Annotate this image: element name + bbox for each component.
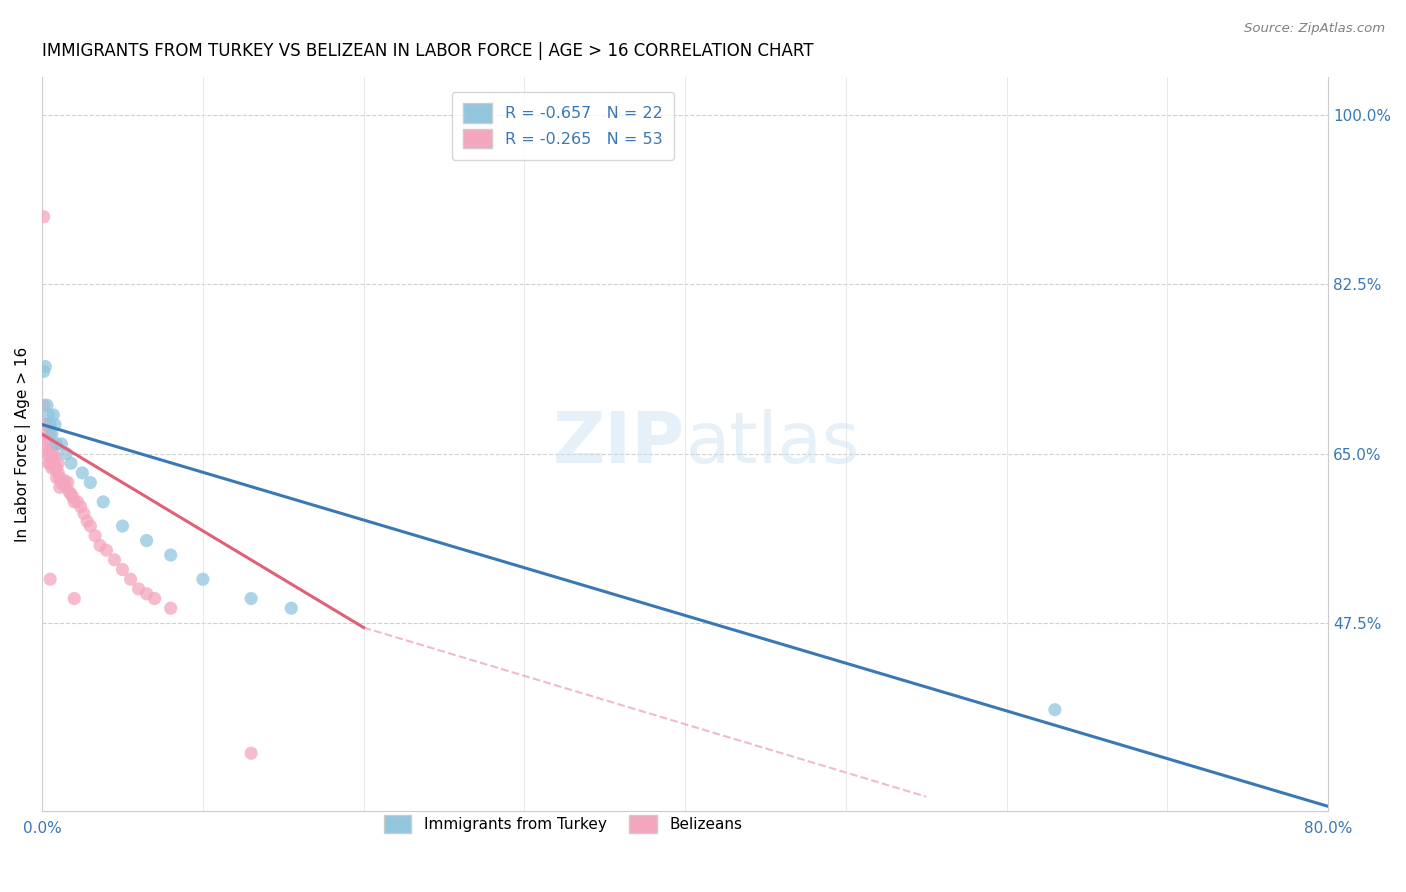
Point	[191, 572, 214, 586]
Point	[49, 480, 72, 494]
Point	[35, 417, 58, 432]
Point	[143, 591, 166, 606]
Point	[34, 417, 56, 432]
Text: ZIP: ZIP	[553, 409, 685, 478]
Point	[159, 548, 181, 562]
Point	[34, 437, 56, 451]
Point	[51, 437, 73, 451]
Point	[38, 427, 60, 442]
Point	[35, 398, 58, 412]
Point	[39, 442, 62, 456]
Text: Source: ZipAtlas.com: Source: ZipAtlas.com	[1244, 22, 1385, 36]
Point	[49, 471, 72, 485]
Point	[39, 427, 62, 442]
Point	[84, 529, 107, 543]
Point	[35, 446, 58, 460]
Point	[42, 446, 65, 460]
Point	[76, 514, 98, 528]
Point	[35, 432, 58, 446]
Point	[45, 461, 67, 475]
Point	[51, 475, 73, 490]
Point	[240, 591, 263, 606]
Point	[103, 553, 125, 567]
Point	[63, 591, 86, 606]
Point	[39, 456, 62, 470]
Point	[66, 495, 89, 509]
Point	[120, 572, 142, 586]
Point	[89, 538, 111, 552]
Point	[79, 519, 101, 533]
Y-axis label: In Labor Force | Age > 16: In Labor Force | Age > 16	[15, 346, 31, 541]
Point	[44, 461, 66, 475]
Point	[46, 456, 69, 470]
Point	[32, 398, 55, 412]
Point	[62, 490, 84, 504]
Point	[42, 456, 65, 470]
Point	[79, 475, 101, 490]
Point	[111, 519, 134, 533]
Point	[53, 474, 76, 488]
Point	[38, 446, 60, 460]
Point	[45, 437, 67, 451]
Point	[63, 495, 86, 509]
Point	[111, 562, 134, 576]
Point	[44, 417, 66, 432]
Point	[55, 480, 77, 494]
Point	[91, 495, 114, 509]
Point	[280, 601, 302, 615]
Text: IMMIGRANTS FROM TURKEY VS BELIZEAN IN LABOR FORCE | AGE > 16 CORRELATION CHART: IMMIGRANTS FROM TURKEY VS BELIZEAN IN LA…	[42, 42, 814, 60]
Point	[96, 543, 118, 558]
Point	[32, 210, 55, 224]
Point	[56, 475, 79, 490]
Point	[32, 364, 55, 378]
Point	[38, 456, 60, 470]
Point	[72, 466, 94, 480]
Point	[1043, 703, 1066, 717]
Point	[39, 417, 62, 432]
Point	[38, 408, 60, 422]
Point	[34, 359, 56, 374]
Point	[44, 451, 66, 466]
Point	[128, 582, 150, 596]
Point	[135, 587, 157, 601]
Point	[60, 487, 83, 501]
Point	[39, 572, 62, 586]
Point	[41, 427, 63, 442]
Point	[41, 461, 63, 475]
Point	[55, 446, 77, 460]
Point	[135, 533, 157, 548]
Point	[42, 408, 65, 422]
Point	[69, 500, 91, 514]
Point	[159, 601, 181, 615]
Point	[58, 485, 80, 500]
Point	[41, 451, 63, 466]
Point	[46, 466, 69, 480]
Point	[240, 746, 263, 760]
Point	[41, 442, 63, 456]
Legend: Immigrants from Turkey, Belizeans: Immigrants from Turkey, Belizeans	[373, 804, 752, 844]
Point	[52, 477, 75, 491]
Point	[60, 456, 83, 470]
Point	[73, 507, 96, 521]
Text: atlas: atlas	[685, 409, 859, 478]
Point	[45, 471, 67, 485]
